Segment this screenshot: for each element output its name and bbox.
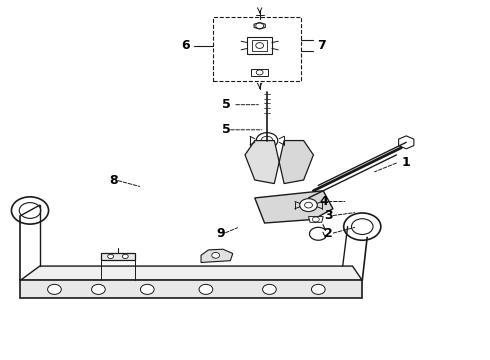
Polygon shape [255,191,333,223]
Circle shape [199,284,213,294]
Circle shape [48,284,61,294]
Text: 6: 6 [182,39,190,52]
Circle shape [343,213,381,240]
Polygon shape [399,136,414,149]
Circle shape [312,284,325,294]
Text: 1: 1 [401,156,410,168]
Text: 3: 3 [324,210,333,222]
Circle shape [212,252,220,258]
Text: 5: 5 [221,123,230,136]
Text: 9: 9 [217,227,225,240]
Text: 2: 2 [324,227,333,240]
Polygon shape [101,253,135,260]
Polygon shape [279,140,314,184]
Circle shape [11,197,49,224]
Polygon shape [201,249,233,262]
Polygon shape [245,140,279,184]
Text: 4: 4 [319,195,328,208]
Circle shape [141,284,154,294]
Circle shape [256,133,278,148]
Circle shape [300,199,318,212]
Circle shape [122,254,128,258]
Circle shape [108,254,114,258]
Polygon shape [20,266,362,280]
Circle shape [263,284,276,294]
Circle shape [92,284,105,294]
Text: 8: 8 [109,174,118,186]
Polygon shape [309,217,323,222]
Polygon shape [20,280,362,298]
Text: 7: 7 [318,39,326,52]
Text: 5: 5 [221,98,258,111]
